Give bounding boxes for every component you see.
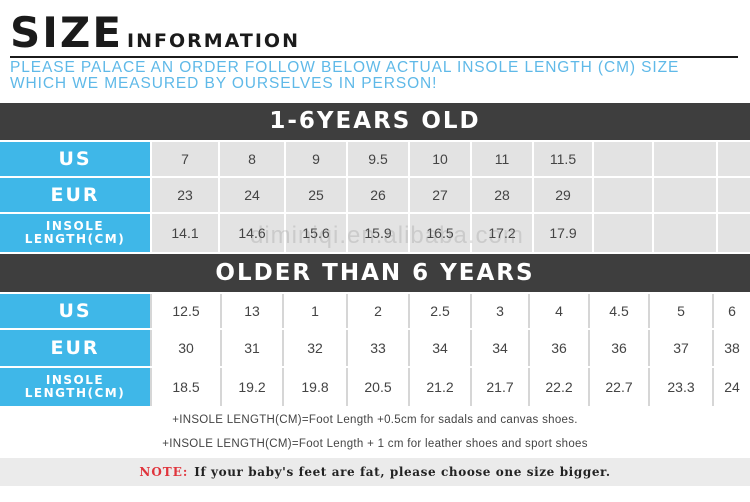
table1-us-cell: 10 (408, 142, 470, 176)
table2-us-cell: 4.5 (588, 294, 648, 328)
table2-eur-cell: 38 (712, 330, 750, 366)
note-line-2: +INSOLE LENGTH(CM)=Foot Length + 1 cm fo… (162, 438, 588, 450)
table1-eur-cell (592, 178, 652, 212)
table1-eur-cell: 26 (346, 178, 408, 212)
table2-us-cell: 4 (528, 294, 588, 328)
note-bar: NOTE: If your baby's feet are fat, pleas… (0, 458, 750, 486)
table1-eur-cell (652, 178, 716, 212)
table1-us-cell (652, 142, 716, 176)
table2-label-insole: INSOLE LENGTH(CM) (0, 368, 150, 406)
table1-insole-cell: 17.9 (532, 214, 592, 252)
table1-us-cell: 9.5 (346, 142, 408, 176)
table1-insole-cell: 16.5 (408, 214, 470, 252)
table2-eur-cell: 30 (150, 330, 220, 366)
table1-eur-cell: 28 (470, 178, 532, 212)
table1-eur-cell: 29 (532, 178, 592, 212)
subtitle-line-1: PLEASE PALACE AN ORDER FOLLOW BELOW ACTU… (10, 59, 680, 76)
table2-label-insole-line2: LENGTH(CM) (24, 386, 126, 400)
table2-us-cell: 1 (282, 294, 346, 328)
table2-us-cell: 3 (470, 294, 528, 328)
table2-insole-cell: 18.5 (150, 368, 220, 406)
table2-row-eur: EUR 30 31 32 33 34 34 36 36 37 38 (0, 330, 750, 366)
table1-us-cell: 11.5 (532, 142, 592, 176)
table2-eur-cells: 30 31 32 33 34 34 36 36 37 38 (150, 330, 750, 366)
table2-us-cell: 12.5 (150, 294, 220, 328)
table2-insole-cell: 23.3 (648, 368, 712, 406)
table1-us-cell: 7 (150, 142, 218, 176)
table2-row-us: US 12.5 13 1 2 2.5 3 4 4.5 5 6 (0, 294, 750, 328)
table2-insole-cell: 21.2 (408, 368, 470, 406)
table2-label-insole-line1: INSOLE (45, 373, 105, 387)
table1-label-us: US (0, 142, 150, 176)
note-line-1: +INSOLE LENGTH(CM)=Foot Length +0.5cm fo… (172, 414, 578, 426)
note-label: NOTE: (139, 465, 189, 479)
table1-label-eur: EUR (0, 178, 150, 212)
table1-insole-cell: 15.6 (284, 214, 346, 252)
table2-label-eur: EUR (0, 330, 150, 366)
table1-insole-cell: 14.6 (218, 214, 284, 252)
table2-insole-cell: 22.2 (528, 368, 588, 406)
table1-us-cells: 7 8 9 9.5 10 11 11.5 (150, 142, 750, 176)
table1-row-insole: INSOLE LENGTH(CM) 14.1 14.6 15.6 15.9 16… (0, 214, 750, 252)
table1-heading: 1-6YEARS OLD (0, 103, 750, 140)
table2-insole-cell: 19.2 (220, 368, 282, 406)
table1-us-cell: 11 (470, 142, 532, 176)
table2-eur-cell: 32 (282, 330, 346, 366)
table1-insole-cell (652, 214, 716, 252)
table1-us-cell (716, 142, 750, 176)
table2-us-cell: 6 (712, 294, 750, 328)
table2-label-us: US (0, 294, 150, 328)
table1-eur-cells: 23 24 25 26 27 28 29 (150, 178, 750, 212)
subtitle-line-2: WHICH WE MEASURED BY OURSELVES IN PERSON… (10, 75, 438, 92)
table1-eur-cell: 25 (284, 178, 346, 212)
table2-us-cell: 13 (220, 294, 282, 328)
watermark: diminiqi.en.alibaba.com (250, 222, 524, 249)
table2-us-cell: 5 (648, 294, 712, 328)
table1-insole-cell (716, 214, 750, 252)
table1-insole-cell: 17.2 (470, 214, 532, 252)
table2-insole-cells: 18.5 19.2 19.8 20.5 21.2 21.7 22.2 22.7 … (150, 368, 750, 406)
table2-eur-cell: 34 (408, 330, 470, 366)
table1-label-insole: INSOLE LENGTH(CM) (0, 214, 150, 252)
table2-us-cells: 12.5 13 1 2 2.5 3 4 4.5 5 6 (150, 294, 750, 328)
table1-us-cell: 9 (284, 142, 346, 176)
table2-insole-cell: 24 (712, 368, 750, 406)
table2-heading: OLDER THAN 6 YEARS (0, 254, 750, 292)
table2-row-insole: INSOLE LENGTH(CM) 18.5 19.2 19.8 20.5 21… (0, 368, 750, 406)
table1-label-insole-line1: INSOLE (45, 219, 105, 233)
table2-eur-cell: 31 (220, 330, 282, 366)
subtitle: PLEASE PALACE AN ORDER FOLLOW BELOW ACTU… (10, 60, 745, 92)
table2-eur-cell: 36 (528, 330, 588, 366)
table2-insole-cell: 21.7 (470, 368, 528, 406)
note-text: If your baby's feet are fat, please choo… (194, 465, 611, 479)
size-information-title: SIZE INFORMATION (10, 10, 300, 54)
table1-us-cell: 8 (218, 142, 284, 176)
table2-eur-cell: 36 (588, 330, 648, 366)
table2-us-cell: 2.5 (408, 294, 470, 328)
table2-us-cell: 2 (346, 294, 408, 328)
table1-insole-cell: 15.9 (346, 214, 408, 252)
title-information: INFORMATION (127, 30, 300, 52)
title-size: SIZE (10, 8, 124, 57)
table1-eur-cell: 27 (408, 178, 470, 212)
table2-eur-cell: 33 (346, 330, 408, 366)
table1-eur-cell (716, 178, 750, 212)
table2-insole-cell: 20.5 (346, 368, 408, 406)
table1-us-cell (592, 142, 652, 176)
table1-insole-cell: 14.1 (150, 214, 218, 252)
table2-insole-cell: 22.7 (588, 368, 648, 406)
table1-label-insole-line2: LENGTH(CM) (24, 232, 126, 246)
table2-eur-cell: 37 (648, 330, 712, 366)
title-underline (10, 56, 738, 58)
table2-insole-cell: 19.8 (282, 368, 346, 406)
table1-insole-cell (592, 214, 652, 252)
table1-row-us: US 7 8 9 9.5 10 11 11.5 (0, 142, 750, 176)
table2-eur-cell: 34 (470, 330, 528, 366)
table1-row-eur: EUR 23 24 25 26 27 28 29 (0, 178, 750, 212)
table1-eur-cell: 24 (218, 178, 284, 212)
table1-insole-cells: 14.1 14.6 15.6 15.9 16.5 17.2 17.9 (150, 214, 750, 252)
table1-eur-cell: 23 (150, 178, 218, 212)
